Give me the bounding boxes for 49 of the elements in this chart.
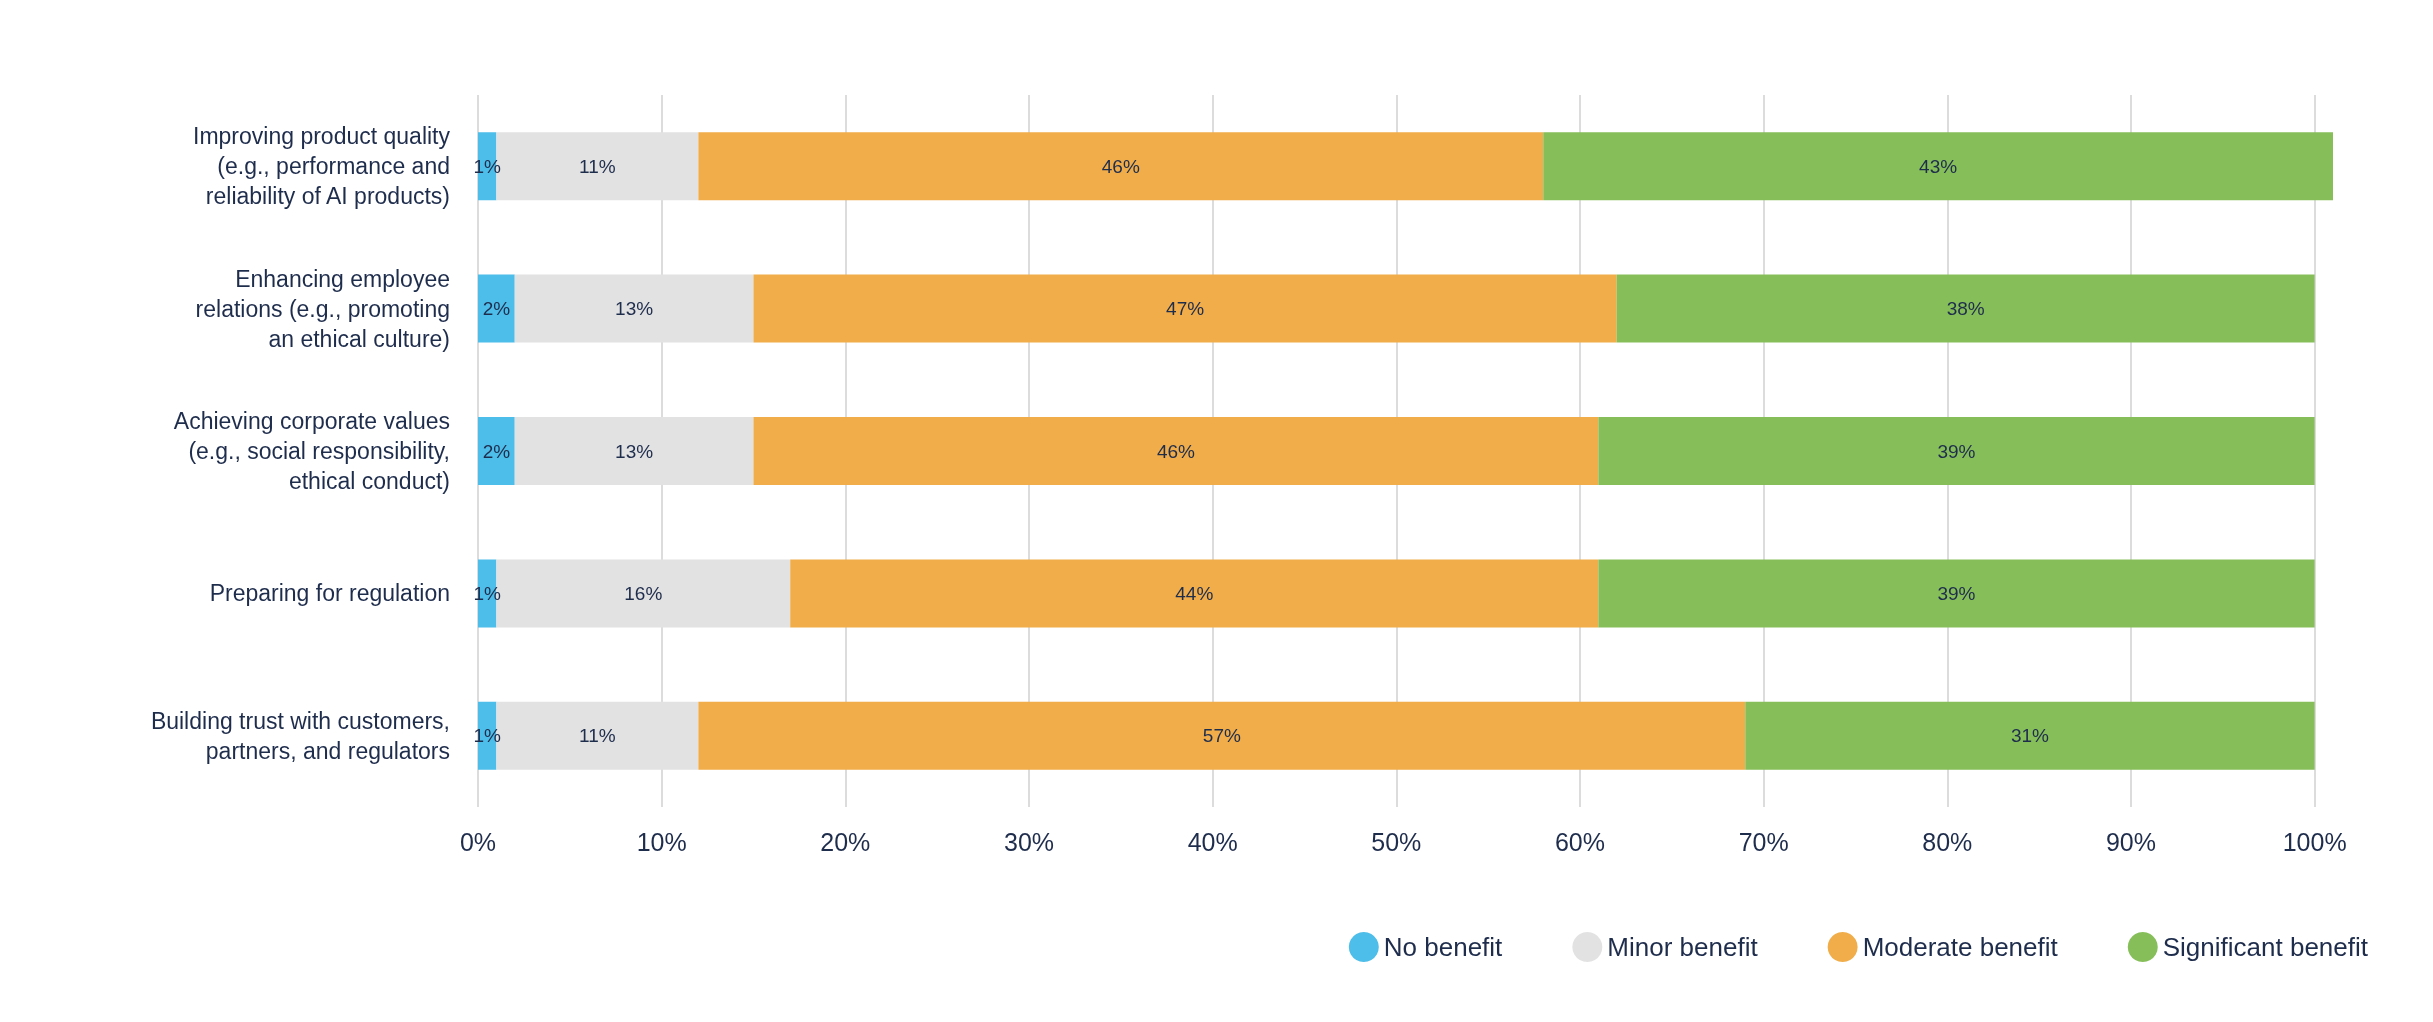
data-label: 13% [615, 440, 654, 462]
x-tick-label: 60% [1554, 827, 1605, 856]
legend-label: Minor benefit [1607, 932, 1759, 962]
y-tick-label: Achieving corporate values (e.g., social responsibility, ethical conduct) [173, 408, 450, 494]
x-tick-label: 10% [636, 827, 687, 856]
bar [753, 417, 1599, 485]
data-label: 13% [615, 298, 654, 320]
bar [478, 417, 515, 485]
data-label: 39% [1937, 582, 1976, 604]
data-label: 16% [624, 582, 663, 604]
data-label: 39% [1937, 440, 1976, 462]
x-tick-label: 80% [1922, 827, 1973, 856]
x-tick-label: 70% [1738, 827, 1789, 856]
bar [1616, 274, 2315, 343]
bar [1598, 417, 2315, 485]
data-label: 11% [579, 725, 616, 747]
data-label: 11% [579, 155, 616, 177]
bar [753, 274, 1617, 343]
data-label: 43% [1919, 155, 1958, 177]
x-tick-label: 100% [2282, 827, 2347, 856]
x-tick-label: 50% [1371, 827, 1422, 856]
y-tick-label: Building trust with customers, partners, and regulators [150, 707, 450, 764]
legend-label: Significant benefit [2162, 932, 2369, 962]
legend-label: Moderate benefit [1862, 932, 2059, 962]
x-tick-label: 40% [1187, 827, 1238, 856]
bar [1745, 701, 2315, 770]
data-label: 44% [1175, 582, 1214, 604]
data-label: 57% [1202, 725, 1241, 747]
bar [478, 274, 515, 343]
bar [698, 132, 1544, 201]
x-tick-label: 0% [459, 827, 497, 856]
bar [790, 559, 1599, 628]
data-label: 2% [482, 440, 511, 462]
data-label: 46% [1156, 440, 1196, 462]
data-label: 47% [1166, 298, 1205, 320]
x-tick-label: 30% [1003, 827, 1055, 856]
x-tick-label: 90% [2105, 827, 2156, 856]
data-label: 46% [1101, 155, 1140, 177]
bar [1543, 132, 2333, 201]
data-label: 38% [1946, 298, 1985, 320]
y-tick-label: Enhancing employee relations (e.g., promoting an ethical culture) [195, 265, 450, 352]
legend-label: No benefit [1383, 932, 1504, 962]
bar [698, 701, 1746, 770]
y-tick-label: Preparing for regulation [209, 580, 450, 607]
x-tick-label: 20% [820, 827, 871, 856]
data-label: 31% [2010, 725, 2050, 747]
bar [1598, 559, 2315, 628]
data-label: 2% [482, 298, 511, 320]
y-tick-label: Improving product quality (e.g., performance and reliability of AI products) [193, 123, 451, 210]
